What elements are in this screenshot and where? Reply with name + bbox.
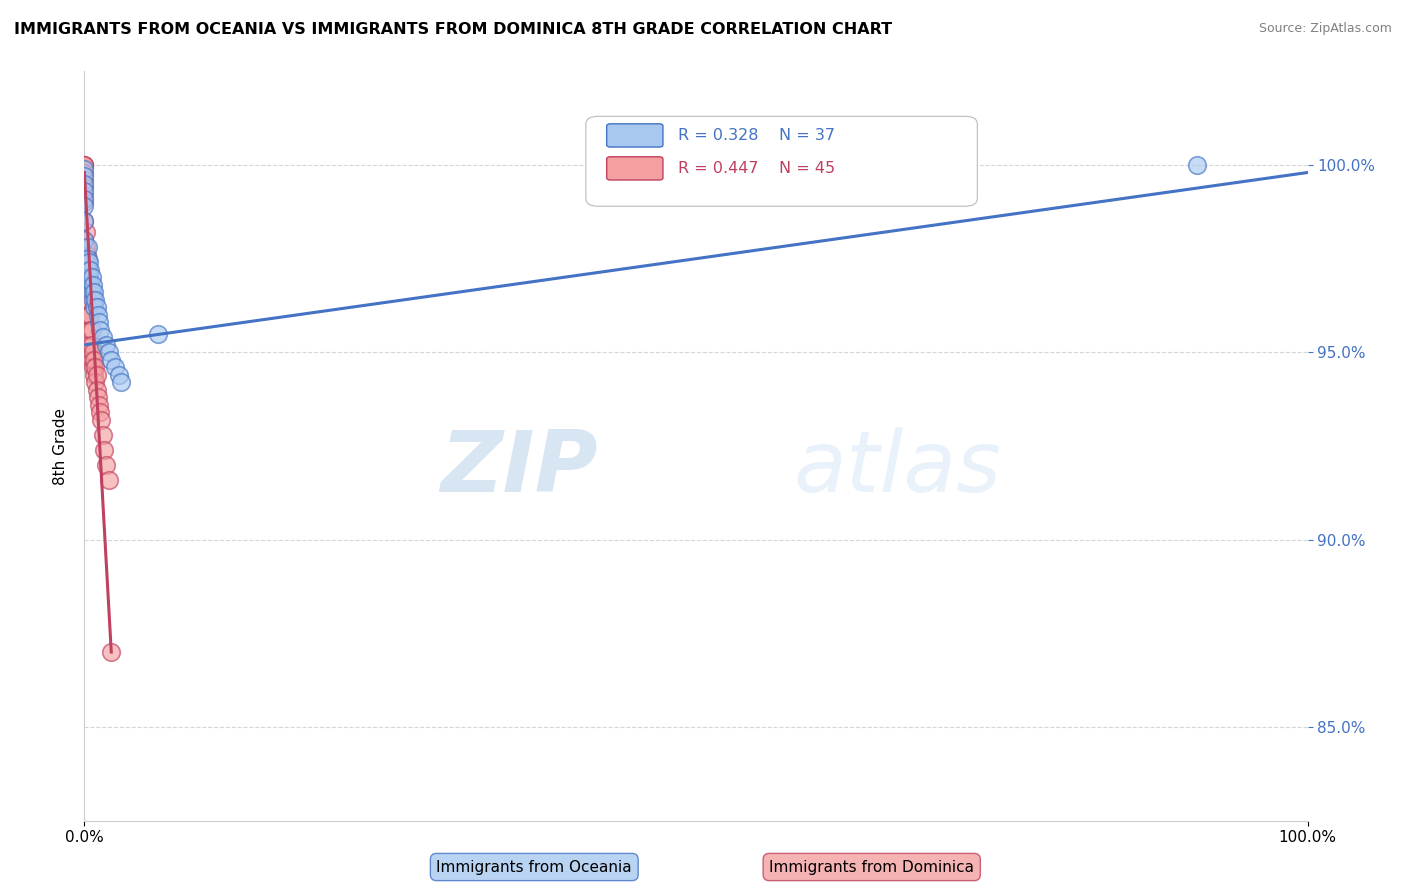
Point [77, 240, 100, 254]
Point [87, 390, 110, 404]
Text: R = 0.447    N = 45: R = 0.447 N = 45 [678, 161, 835, 176]
Point [83, 368, 105, 382]
Text: IMMIGRANTS FROM OCEANIA VS IMMIGRANTS FROM DOMINICA 8TH GRADE CORRELATION CHART: IMMIGRANTS FROM OCEANIA VS IMMIGRANTS FR… [14, 22, 893, 37]
Point [80, 323, 103, 337]
Point [100, 645, 122, 659]
Point [77, 270, 100, 285]
Point [73, 184, 96, 198]
Point [76, 248, 98, 262]
Point [90, 413, 112, 427]
FancyBboxPatch shape [606, 124, 664, 147]
Point [79, 323, 101, 337]
Point [84, 293, 107, 307]
Point [80, 270, 103, 285]
Point [75, 226, 97, 240]
Point [82, 293, 104, 307]
Point [89, 323, 111, 337]
Point [73, 158, 96, 172]
Point [73, 233, 96, 247]
Point [100, 352, 122, 367]
Text: Immigrants from Dominica: Immigrants from Dominica [769, 860, 974, 874]
Point [87, 398, 110, 412]
Point [80, 285, 103, 300]
Point [73, 161, 96, 176]
Point [82, 345, 104, 359]
Point [76, 277, 98, 292]
Point [77, 293, 100, 307]
Point [73, 169, 96, 184]
Point [83, 352, 105, 367]
Point [73, 214, 96, 228]
Point [91, 427, 114, 442]
Text: atlas: atlas [794, 427, 1002, 510]
Point [86, 383, 108, 397]
Point [86, 301, 108, 315]
Point [73, 195, 96, 210]
Point [89, 405, 111, 419]
Point [83, 301, 105, 315]
Point [93, 442, 115, 457]
Text: Source: ZipAtlas.com: Source: ZipAtlas.com [1258, 22, 1392, 36]
Point [77, 263, 100, 277]
Point [96, 338, 118, 352]
Point [84, 360, 107, 375]
Point [79, 277, 101, 292]
Point [73, 199, 96, 213]
Point [96, 458, 118, 472]
Point [97, 345, 120, 359]
Point [87, 315, 110, 329]
Point [73, 177, 96, 191]
Text: Immigrants from Oceania: Immigrants from Oceania [436, 860, 633, 874]
Text: ZIP: ZIP [440, 427, 598, 510]
Point [76, 263, 98, 277]
Point [73, 180, 96, 194]
Y-axis label: 8th Grade: 8th Grade [52, 408, 67, 484]
Point [79, 263, 101, 277]
Point [75, 240, 97, 254]
Point [77, 277, 100, 292]
FancyBboxPatch shape [586, 116, 977, 206]
Point [831, 158, 853, 172]
Point [73, 214, 96, 228]
Point [146, 326, 169, 341]
Point [73, 158, 96, 172]
Point [84, 376, 107, 390]
Point [97, 473, 120, 487]
Point [104, 360, 127, 375]
Point [79, 308, 101, 322]
Point [82, 360, 104, 375]
Point [110, 376, 132, 390]
Point [107, 368, 129, 382]
Point [87, 308, 110, 322]
Point [80, 338, 103, 352]
Point [80, 352, 103, 367]
Point [73, 173, 96, 187]
Point [91, 330, 114, 344]
Point [73, 192, 96, 206]
Point [73, 252, 96, 266]
Point [75, 255, 97, 269]
FancyBboxPatch shape [606, 157, 664, 180]
Point [77, 263, 100, 277]
Point [77, 252, 100, 266]
Point [79, 338, 101, 352]
Point [77, 308, 100, 322]
Point [73, 158, 96, 172]
Point [77, 308, 100, 322]
Point [73, 165, 96, 179]
Point [82, 277, 104, 292]
Point [77, 293, 100, 307]
Point [83, 285, 105, 300]
Point [73, 188, 96, 202]
Point [86, 368, 108, 382]
Text: R = 0.328    N = 37: R = 0.328 N = 37 [678, 128, 835, 143]
Point [77, 255, 100, 269]
Point [73, 233, 96, 247]
Point [1187, 158, 1209, 172]
